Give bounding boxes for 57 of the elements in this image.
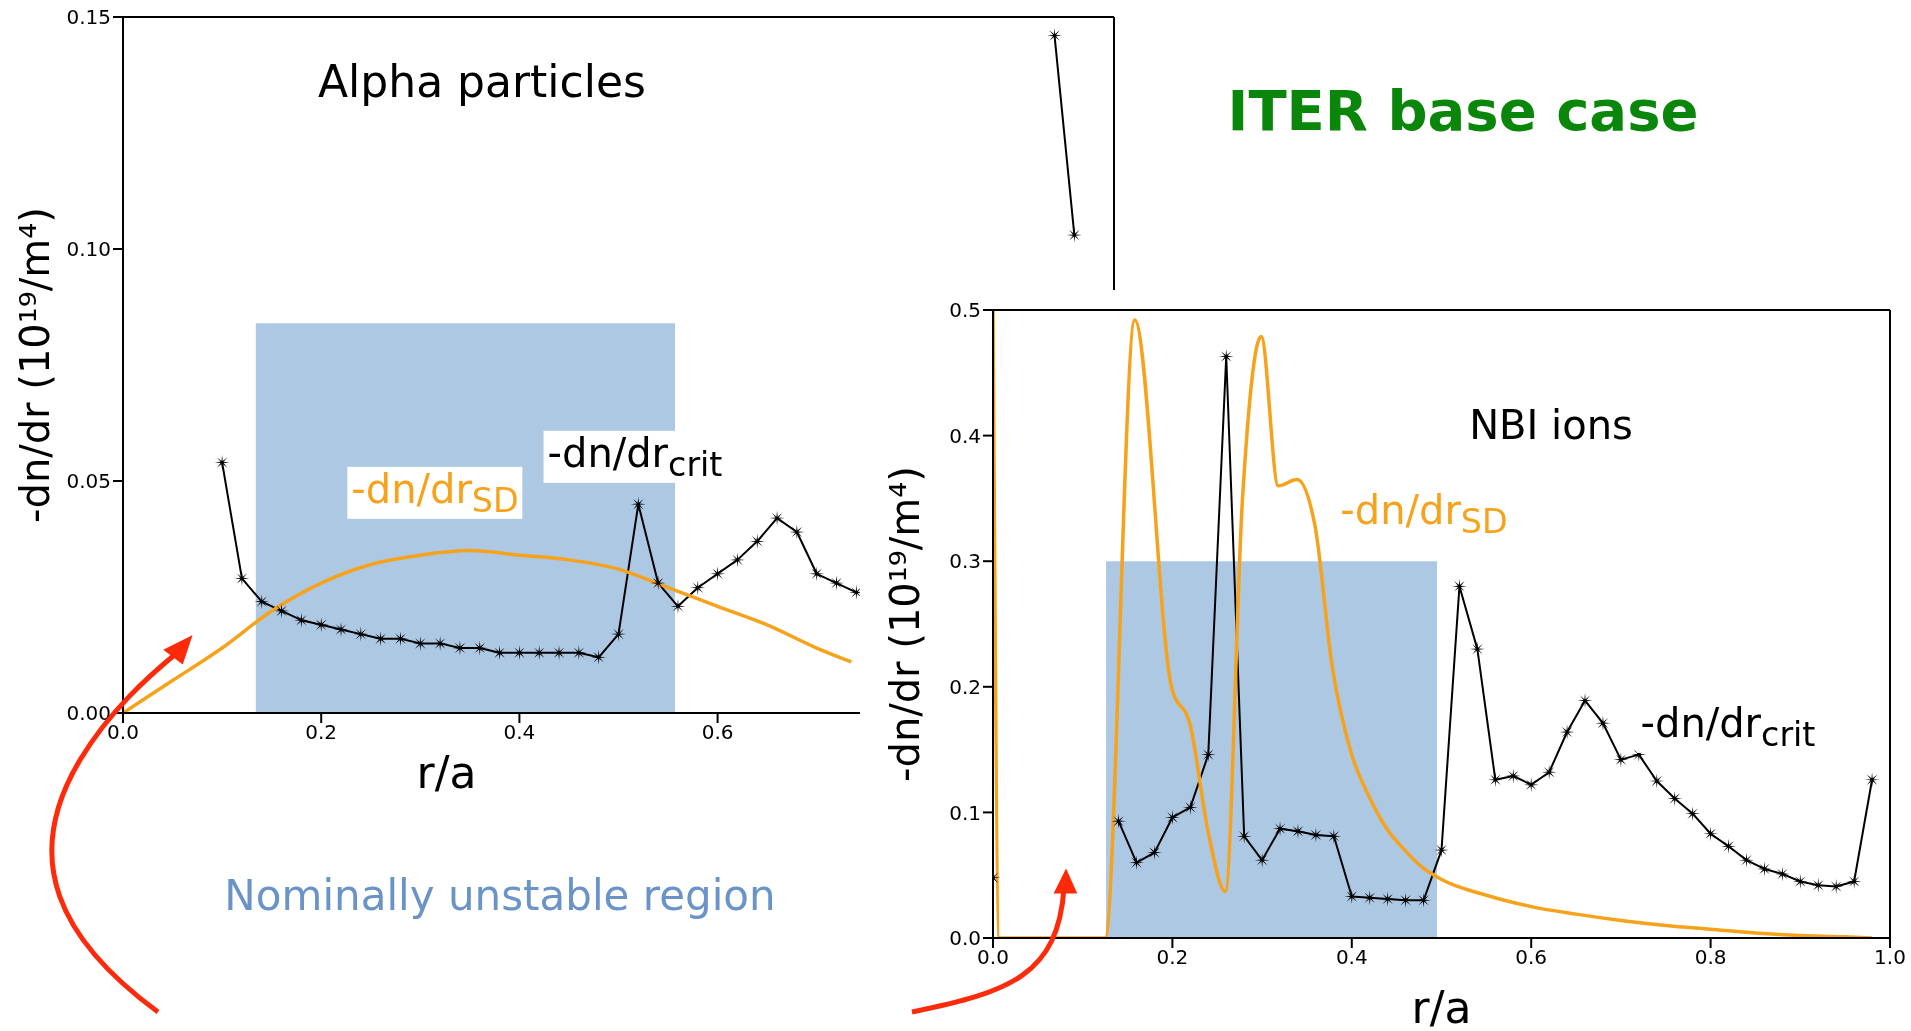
- point: [1362, 890, 1378, 906]
- point: [1810, 877, 1826, 893]
- point: [1685, 806, 1701, 822]
- y-tick-label: 0.5: [949, 298, 981, 323]
- point: [313, 617, 329, 633]
- text: ITER base case: [1227, 78, 1699, 143]
- x-axis-title: r/a: [416, 747, 477, 798]
- point: [591, 649, 607, 665]
- x-tick-label: 0.4: [503, 720, 536, 745]
- point: [1326, 828, 1342, 844]
- line-series: [123, 548, 854, 713]
- point: [1146, 845, 1162, 861]
- y-tick-label: 0.15: [66, 5, 111, 30]
- y-tick-label: 0.1: [949, 800, 981, 825]
- x-tick-label: 0.6: [1515, 945, 1548, 970]
- y-axis-title: -dn/dr (10¹⁹/m⁴): [882, 466, 929, 782]
- y-tick-label: 0.05: [66, 469, 111, 494]
- series-label: -dn/dr$_{SD}$: [1336, 486, 1512, 541]
- text: NBI ions: [1469, 402, 1633, 448]
- point: [412, 635, 428, 651]
- x-tick-label: 0.4: [1335, 945, 1368, 970]
- point: [1721, 838, 1737, 854]
- y-tick-label: 0.3: [949, 549, 981, 574]
- text: Alpha particles: [318, 56, 646, 107]
- point: [1129, 855, 1145, 871]
- point: [1667, 791, 1683, 807]
- point: [1164, 809, 1180, 825]
- y-tick-label: 0.2: [949, 674, 981, 699]
- series-label: -dn/dr$_{crit}$: [1636, 699, 1820, 754]
- point: [690, 580, 706, 596]
- point: [254, 594, 270, 610]
- point: [1792, 873, 1808, 889]
- x-tick-label: 0.2: [305, 720, 338, 745]
- point: [1703, 826, 1719, 842]
- point: [1308, 827, 1324, 843]
- point: [1236, 828, 1252, 844]
- y-axis-title: -dn/dr (10¹⁹/m⁴): [12, 207, 59, 523]
- point: [1487, 772, 1503, 788]
- x-tick-label: 0.6: [701, 720, 734, 745]
- point: [809, 566, 825, 582]
- point: [1451, 578, 1467, 594]
- point: [1541, 764, 1557, 780]
- point: [749, 533, 765, 549]
- point: [1200, 747, 1216, 763]
- x-tick-label: 0.2: [1156, 945, 1189, 970]
- point: [1182, 799, 1198, 815]
- x-axis-title: r/a: [1411, 982, 1472, 1031]
- x-tick-label: 1.0: [1874, 945, 1906, 970]
- series-label: -dn/dr$_{crit}$: [543, 429, 727, 484]
- text: Nominally unstable region: [224, 871, 776, 920]
- y-tick-label: 0.10: [66, 237, 111, 262]
- y-tick-label: 0.4: [949, 423, 981, 448]
- x-tick-label: 0.8: [1694, 945, 1727, 970]
- point: [1416, 892, 1432, 908]
- point: [1047, 28, 1063, 44]
- point: [1523, 777, 1539, 793]
- series-label: -dn/dr$_{SD}$: [347, 465, 523, 520]
